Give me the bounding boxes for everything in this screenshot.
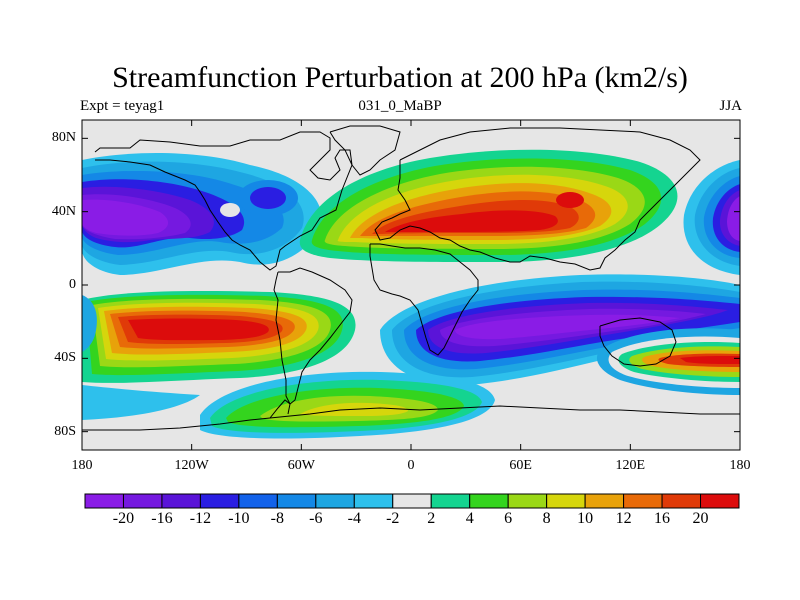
colorbar-swatch xyxy=(161,493,201,509)
colorbar-swatch xyxy=(276,493,317,509)
coastline-south-america xyxy=(273,267,353,405)
lat-tick-label: 80N xyxy=(51,130,76,146)
colorbar xyxy=(84,493,740,509)
colorbar-swatch xyxy=(238,493,278,509)
colorbar-label: 2 xyxy=(427,510,436,527)
coastline-africa xyxy=(369,243,479,356)
colorbar-swatch xyxy=(315,493,355,509)
contour-fields xyxy=(82,149,740,439)
colorbar-swatch xyxy=(353,493,394,509)
lon-tick-label: 180 xyxy=(71,458,93,473)
colorbar-swatch xyxy=(546,493,586,509)
colorbar-label: -20 xyxy=(112,510,135,527)
coastline-greenland xyxy=(329,125,401,176)
colorbar-swatch xyxy=(700,493,740,509)
season-label: JJA xyxy=(719,98,742,114)
lat-tick-label: 40S xyxy=(54,350,76,366)
colorbar-swatch xyxy=(507,493,548,509)
lon-tick-label: 60W xyxy=(287,458,315,473)
colorbar-swatch xyxy=(584,493,625,509)
colorbar-label: -16 xyxy=(151,510,173,527)
north-pacific-low xyxy=(82,153,322,275)
colorbar-label: -2 xyxy=(386,510,400,527)
lon-tick-label: 120W xyxy=(174,458,209,473)
southern-low xyxy=(380,274,740,386)
run-label: 031_0_MaBP xyxy=(358,98,442,114)
colorbar-swatch xyxy=(199,493,240,509)
south-pacific-high-east xyxy=(596,328,740,395)
lat-tick-label: 80S xyxy=(54,423,76,439)
lat-tick-label: 0 xyxy=(69,277,76,292)
coastlines xyxy=(82,125,740,431)
lon-tick-label: 60E xyxy=(509,458,532,473)
colorbar-swatch xyxy=(623,493,663,509)
colorbar-label: -6 xyxy=(309,510,323,527)
experiment-label: Expt = teyag1 xyxy=(80,98,165,114)
colorbar-swatch xyxy=(430,493,471,509)
lon-tick-label: 120E xyxy=(615,458,646,473)
colorbar-label: 12 xyxy=(615,510,632,527)
south-atlantic-high xyxy=(200,371,495,439)
colorbar-swatch xyxy=(122,493,163,509)
coastline-eurasia xyxy=(374,127,701,271)
colorbar-label: -12 xyxy=(189,510,212,527)
lon-tick-label: 180 xyxy=(729,458,751,473)
colorbar-swatch xyxy=(392,493,432,509)
colorbar-swatch xyxy=(661,493,702,509)
colorbar-label: 10 xyxy=(577,510,594,527)
coastline-north-america xyxy=(94,131,353,271)
west-pacific-low xyxy=(683,160,740,275)
colorbar-label: 16 xyxy=(654,510,671,527)
colorbar-swatch xyxy=(84,493,124,509)
coastline-australia xyxy=(599,317,677,367)
lon-tick-label: 0 xyxy=(407,458,415,473)
colorbar-label: 20 xyxy=(692,510,709,527)
south-pacific-high xyxy=(82,290,356,383)
colorbar-label: -4 xyxy=(347,510,361,527)
coastline-antarctic-peninsula xyxy=(269,399,291,419)
coastline-antarctica xyxy=(82,405,740,431)
colorbar-label: -8 xyxy=(270,510,284,527)
colorbar-label: -10 xyxy=(228,510,250,527)
colorbar-label: 4 xyxy=(465,510,474,527)
colorbar-label: 8 xyxy=(542,510,551,527)
asian-high xyxy=(299,149,678,262)
lat-tick-label: 40N xyxy=(51,203,76,219)
equatorial-blue-left xyxy=(82,295,200,420)
colorbar-swatch xyxy=(469,493,509,509)
colorbar-label: 6 xyxy=(504,510,513,527)
axis-ticks xyxy=(81,120,741,450)
plot-title: Streamfunction Perturbation at 200 hPa (… xyxy=(112,61,688,94)
